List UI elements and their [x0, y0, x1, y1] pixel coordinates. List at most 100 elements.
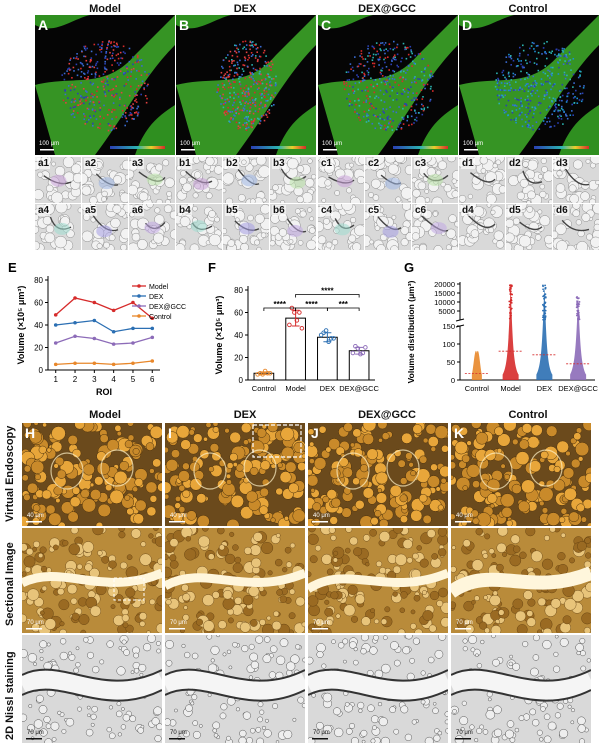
x-tick-label: DEX@GCC [558, 384, 598, 393]
y-axis-label: Volume (×10⁵ μm³) [16, 286, 26, 365]
outlier-point [510, 298, 513, 301]
row-label-virtual-endoscopy: Virtual Endoscopy [4, 425, 16, 522]
legend-marker [137, 284, 141, 288]
legend-label: DEX [149, 294, 164, 301]
histology-tile: b4 [176, 204, 222, 250]
panel-letter: B [179, 17, 190, 33]
data-point [326, 339, 331, 344]
scale-label: 70 μm [456, 730, 473, 736]
sub-tile-label: c3 [414, 158, 428, 169]
outlier-point [543, 305, 546, 308]
histology-tile: c3 [412, 157, 458, 203]
x-axis-label: ROI [96, 387, 112, 397]
scale-label: 70 μm [170, 620, 187, 626]
y-tick-label: 0 [39, 366, 44, 375]
scale-label: 100 μm [463, 141, 484, 147]
sub-tile-label: b4 [178, 205, 192, 216]
col-title-dex-bottom: DEX [233, 409, 257, 421]
panel-letter: K [454, 425, 465, 441]
data-point [53, 323, 58, 327]
y-tick-label: 15000 [434, 289, 455, 298]
x-tick-label: 3 [92, 375, 97, 384]
nissl-image-0: 70 μm [22, 635, 162, 743]
sub-tile-label: c6 [414, 205, 428, 216]
scale-label: 40 μm [27, 513, 44, 519]
data-point [131, 361, 135, 366]
scale-label: 100 μm [322, 141, 343, 147]
data-point [262, 368, 268, 374]
violin-control [471, 350, 482, 380]
histology-tile: d5 [506, 204, 552, 250]
x-tick-label: 2 [73, 375, 78, 384]
outlier-point [544, 302, 546, 304]
histology-tile: b3 [270, 157, 316, 203]
bar-model [285, 317, 306, 381]
sub-tile-label: d5 [508, 205, 522, 216]
y-tick-label: 150 [442, 322, 455, 331]
outlier-point [542, 309, 544, 312]
data-point [111, 329, 116, 334]
scale-label: 70 μm [313, 620, 330, 626]
sub-tile-label: b1 [178, 158, 192, 169]
chart-letter: F [208, 260, 216, 275]
data-point [267, 370, 273, 376]
sub-tile-label: a2 [84, 158, 98, 169]
data-point [287, 322, 292, 328]
outlier-point [544, 309, 547, 312]
outlier-point [577, 317, 579, 320]
sub-tile-label: b3 [272, 158, 286, 169]
endo-image-2: J 40 μm [308, 423, 448, 526]
y-tick-label: 10000 [434, 298, 455, 307]
sub-tile-label: c1 [320, 158, 334, 169]
data-point [297, 310, 302, 315]
outlier-point [509, 316, 512, 319]
histology-tile: c2 [365, 157, 411, 203]
y-tick-label: 0 [239, 376, 244, 385]
x-tick-label: Control [465, 384, 490, 393]
outlier-point [543, 297, 545, 300]
panel-letter: C [321, 17, 332, 33]
outlier-point [510, 286, 512, 288]
render-3d-panel-2: C 100 μm [318, 15, 458, 155]
y-tick-label: 50 [447, 358, 455, 367]
y-axis-label: Volume distribution (μm³) [406, 280, 416, 383]
sub-tile-label: a1 [37, 158, 51, 169]
outlier-point [544, 318, 547, 321]
outlier-point [510, 293, 513, 296]
violin-model [502, 284, 519, 380]
outlier-point [544, 284, 547, 287]
render-3d-panel-1: B 100 μm [176, 15, 316, 155]
histology-tile: b1 [176, 157, 222, 203]
data-point [92, 361, 97, 366]
outlier-point [544, 316, 547, 319]
histology-tile: c6 [412, 204, 458, 250]
histology-tile: c1 [318, 157, 364, 203]
series-line-model [55, 297, 153, 319]
outlier-point [508, 306, 511, 309]
y-tick-label: 80 [34, 276, 43, 285]
outlier-point [577, 305, 580, 308]
significance-bracket [326, 307, 360, 311]
panel-letter: H [25, 425, 36, 441]
data-point [92, 300, 97, 305]
y-tick-label: 80 [234, 286, 243, 295]
data-point [150, 359, 155, 363]
sub-tile-label: a6 [131, 205, 145, 216]
x-tick-label: Model [285, 384, 306, 393]
sect-image-2: 70 μm [308, 528, 448, 633]
significance-bracket [295, 294, 360, 298]
outlier-point [542, 288, 544, 291]
data-point [299, 325, 305, 331]
outlier-point [510, 296, 513, 299]
outlier-point [576, 295, 578, 298]
bar-dex [317, 336, 338, 381]
nissl-image-3: 70 μm [451, 635, 591, 743]
x-tick-label: 6 [150, 375, 155, 384]
histology-tile: c5 [365, 204, 411, 250]
chart-f-bar: F 0 20 40 60 80 Volume (×10⁵ μm³) Control Model D… [208, 260, 380, 393]
data-point [323, 328, 329, 333]
data-point [73, 296, 77, 300]
endo-image-3: K 40 μm [451, 423, 591, 526]
x-tick-label: DEX [537, 384, 552, 393]
